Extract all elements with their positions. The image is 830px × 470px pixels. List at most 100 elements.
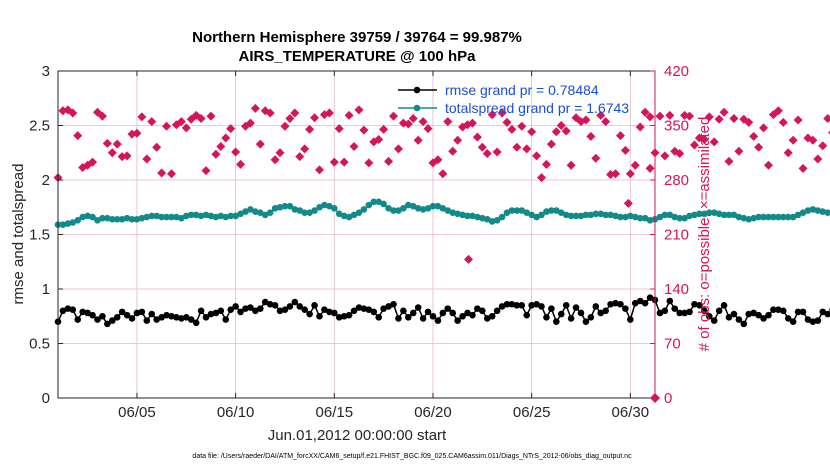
series-totalspread-point — [128, 215, 136, 223]
series-rmse-point — [123, 311, 131, 319]
series-rmse-point — [661, 307, 669, 315]
obs-point — [280, 121, 290, 131]
series-totalspread-point — [740, 214, 748, 222]
obs-point — [102, 138, 112, 148]
obs-point — [329, 157, 339, 167]
series-totalspread-point — [197, 212, 205, 220]
obs-point — [255, 139, 265, 149]
series-rmse-point — [696, 302, 703, 309]
series-totalspread-point — [730, 211, 738, 219]
series-totalspread-point — [617, 213, 624, 221]
series-totalspread-point — [587, 211, 595, 219]
series-totalspread-point — [661, 211, 669, 219]
y-tick-label: 3 — [42, 63, 50, 80]
series-rmse-point — [158, 314, 165, 321]
series-rmse-point — [602, 307, 609, 315]
series-totalspread-point — [755, 213, 762, 221]
obs-point — [300, 144, 310, 154]
obs-point — [393, 144, 403, 154]
obs-point — [339, 157, 349, 167]
series-rmse-point — [266, 300, 274, 308]
obs-point — [157, 168, 167, 178]
series-totalspread-point — [360, 206, 368, 213]
series-rmse-point — [804, 316, 812, 323]
x-tick-label: 06/05 — [118, 404, 156, 421]
series-rmse-point — [508, 300, 516, 308]
series-totalspread-point — [256, 209, 264, 216]
series-totalspread-point — [636, 214, 644, 222]
series-totalspread-point — [405, 201, 412, 209]
obs-point — [660, 151, 670, 161]
series-rmse-point — [701, 307, 708, 315]
series-rmse-point — [414, 304, 422, 311]
obs-point — [68, 108, 78, 118]
series-totalspread-point — [385, 205, 392, 212]
series-rmse-point — [548, 305, 555, 312]
obs-point — [561, 126, 571, 136]
y-right-tick-label: 210 — [664, 227, 689, 244]
series-totalspread-point — [207, 212, 215, 220]
series-rmse-point — [281, 306, 289, 314]
series-totalspread-point — [548, 207, 555, 214]
series-rmse-point — [74, 316, 82, 323]
series-totalspread-point — [483, 215, 491, 223]
series-rmse-point — [217, 307, 225, 315]
obs-point — [556, 121, 566, 130]
series-rmse-point — [627, 316, 634, 323]
series-rmse-point — [163, 311, 170, 319]
series-totalspread-point — [118, 215, 126, 223]
obs-point — [448, 146, 458, 156]
series-totalspread-point — [735, 213, 743, 221]
series-totalspread-point — [301, 209, 308, 216]
obs-point — [546, 139, 556, 149]
obs-point — [334, 124, 344, 134]
obs-point — [808, 135, 818, 145]
obs-point — [689, 140, 699, 150]
series-rmse-point — [557, 310, 565, 318]
series-totalspread-point — [577, 212, 585, 220]
series-rmse-point — [483, 315, 491, 322]
series-totalspread-point — [232, 212, 239, 220]
series-totalspread-point — [696, 210, 703, 218]
series-rmse-point — [148, 310, 156, 318]
series-rmse-point — [192, 319, 200, 327]
obs-point — [615, 131, 625, 141]
series-rmse-point — [326, 308, 333, 316]
series-totalspread-point — [163, 213, 170, 221]
obs-point — [517, 121, 527, 131]
series-totalspread-point — [701, 210, 708, 218]
series-totalspread-point — [523, 209, 531, 216]
series-totalspread-point — [464, 212, 471, 220]
series-rmse-point — [809, 318, 817, 326]
series-rmse-point — [735, 316, 743, 323]
obs-point — [611, 169, 621, 179]
y-tick-label: 1 — [42, 281, 50, 298]
obs-point — [310, 113, 320, 123]
series-rmse-point — [666, 297, 674, 305]
series-totalspread-point — [94, 217, 101, 224]
series-rmse-point — [118, 308, 126, 316]
series-totalspread-point — [725, 211, 733, 219]
series-totalspread-point — [108, 215, 116, 223]
series-rmse-point — [553, 318, 560, 326]
series-rmse-point — [168, 312, 175, 320]
obs-point — [112, 139, 122, 149]
obs-point — [778, 117, 788, 127]
obs-point — [147, 117, 157, 127]
series-rmse-point — [113, 314, 121, 321]
obs-point — [541, 159, 551, 169]
series-rmse-point — [799, 308, 807, 316]
series-rmse-point — [212, 309, 220, 317]
y-right-tick-label: 70 — [664, 336, 681, 353]
obs-point — [107, 148, 117, 158]
obs-point — [596, 110, 606, 120]
series-totalspread-point — [592, 210, 600, 218]
series-totalspread-point — [113, 215, 121, 223]
series-rmse-point — [316, 312, 323, 320]
series-totalspread-point — [281, 202, 289, 210]
series-totalspread-point — [143, 213, 151, 221]
series-totalspread-point — [779, 213, 787, 221]
series-totalspread-point — [572, 212, 580, 220]
obs-point — [374, 135, 384, 145]
